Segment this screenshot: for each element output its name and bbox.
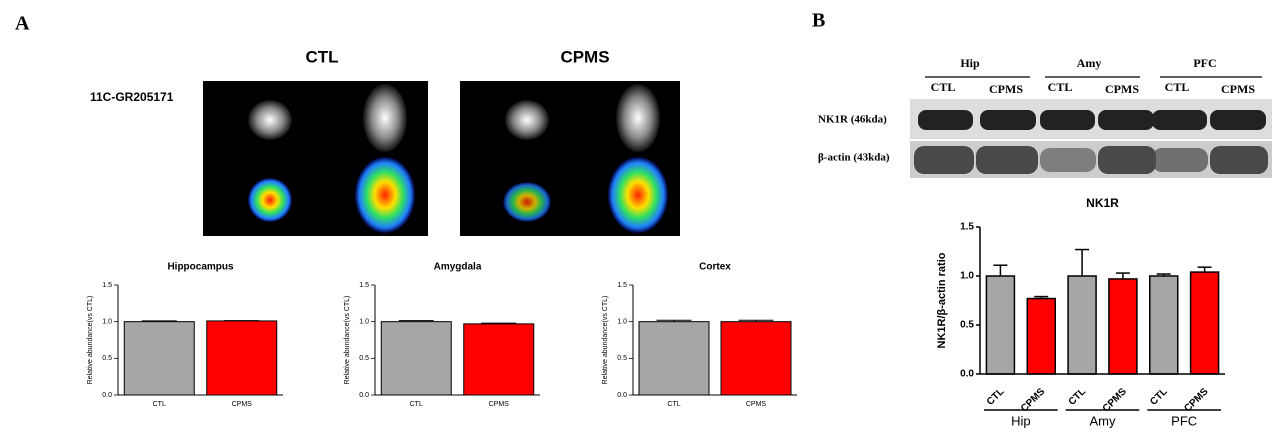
blot-group: Hip xyxy=(960,56,980,70)
blot-group: PFC xyxy=(1193,56,1216,70)
bar xyxy=(380,321,452,396)
y-axis-label: Relative abundance(vs CTL) xyxy=(344,296,351,385)
bar xyxy=(123,321,195,396)
blot-lane: CPMS xyxy=(989,82,1023,96)
y-tick-label: 1.5 xyxy=(102,282,112,289)
blot-lane: CPMS xyxy=(1221,82,1255,96)
chart-title: Cortex xyxy=(699,262,731,273)
bar xyxy=(1026,297,1056,375)
bar xyxy=(1189,271,1220,375)
blot-row: NK1R (46kda) xyxy=(818,114,887,126)
y-axis-label: Relative abundance(vs CTL) xyxy=(87,296,94,385)
y-axis-label: NK1R/β-actin ratio xyxy=(936,252,948,348)
chart-title: NK1R xyxy=(1086,196,1119,210)
bar xyxy=(1067,275,1097,375)
group-label: Amy xyxy=(1090,413,1117,428)
y-axis-label: Relative abundance(vs CTL) xyxy=(602,296,609,385)
column-label: CTL xyxy=(305,47,338,66)
y-tick-label: 0.5 xyxy=(617,355,627,362)
y-tick-label: 1.5 xyxy=(617,282,627,289)
y-tick-label: 1.0 xyxy=(102,319,112,326)
blot-lane: CTL xyxy=(931,80,956,94)
bar xyxy=(463,323,535,396)
column-label: CPMS xyxy=(560,47,609,66)
blot-lane: CTL xyxy=(1048,80,1073,94)
group-label: Hip xyxy=(1011,413,1031,428)
chart-title: Amygdala xyxy=(434,262,482,273)
y-tick-label: 1.5 xyxy=(359,282,369,289)
x-tick-label: CTL xyxy=(410,401,423,408)
blot-lane: CPMS xyxy=(1105,82,1139,96)
x-tick-label: CPMS xyxy=(489,401,510,408)
y-tick-label: 0.0 xyxy=(960,369,974,380)
western-blot xyxy=(910,76,1272,178)
y-tick-label: 1.0 xyxy=(359,319,369,326)
y-tick-label: 0.0 xyxy=(617,392,627,399)
bar xyxy=(206,320,278,396)
y-tick-label: 1.0 xyxy=(617,319,627,326)
pet-image xyxy=(203,81,428,236)
group-label: PFC xyxy=(1171,413,1197,428)
y-tick-label: 0.5 xyxy=(102,355,112,362)
x-tick-label: CTL xyxy=(667,401,680,408)
x-tick-label: CTL xyxy=(985,386,1007,408)
bar xyxy=(1108,278,1138,375)
bar xyxy=(638,321,710,396)
blot-row: β-actin (43kda) xyxy=(818,152,890,164)
y-tick-label: 1.5 xyxy=(960,222,974,233)
y-tick-label: 0.5 xyxy=(359,355,369,362)
tracer-label: 11C-GR205171 xyxy=(90,90,174,104)
x-tick-label: CPMS xyxy=(746,401,767,408)
y-tick-label: 0.0 xyxy=(359,392,369,399)
blot-lane: CTL xyxy=(1165,80,1190,94)
bar xyxy=(720,321,792,396)
bar xyxy=(1149,275,1179,375)
panel-label: A xyxy=(15,13,30,35)
pet-image xyxy=(460,81,680,236)
x-tick-label: CTL xyxy=(1148,386,1170,408)
panel-label: B xyxy=(812,10,825,32)
x-tick-label: CTL xyxy=(153,401,166,408)
y-tick-label: 1.0 xyxy=(960,271,974,282)
bar xyxy=(985,275,1016,375)
y-tick-label: 0.5 xyxy=(960,320,974,331)
chart-title: Hippocampus xyxy=(167,262,234,273)
y-tick-label: 0.0 xyxy=(102,392,112,399)
x-tick-label: CTL xyxy=(1067,386,1089,408)
blot-group: Amy xyxy=(1077,56,1102,70)
x-tick-label: CPMS xyxy=(232,401,253,408)
